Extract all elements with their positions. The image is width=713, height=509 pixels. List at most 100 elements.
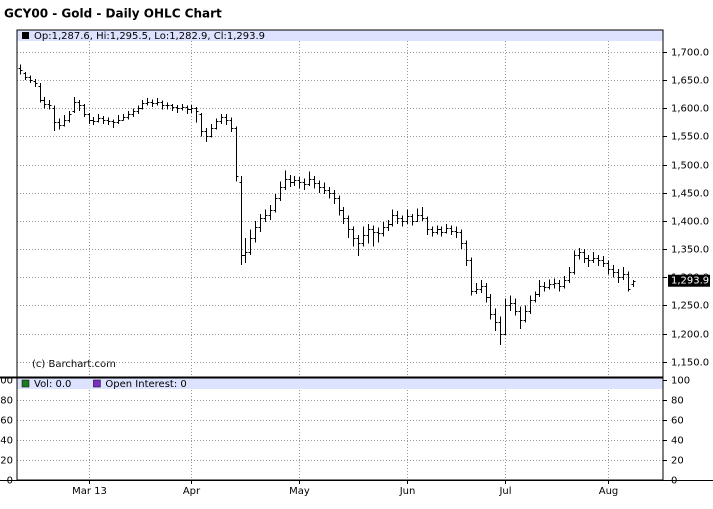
ohlc-bar [268,205,273,220]
ohlc-bar [547,279,552,290]
ohlc-bar [454,226,459,238]
ohlc-bar [126,111,131,120]
ohlc-bar [204,128,209,143]
y-tick-label: 1,600.0 [671,104,709,115]
ohlc-bar [591,251,596,264]
ohlc-bar [121,113,126,121]
y-tick-label: 1,650.0 [671,76,709,87]
ohlc-bar [616,268,621,283]
ohlc-bar [528,295,533,314]
ohlc-bar [567,267,572,283]
ohlc-bar [145,98,150,106]
ohlc-bar [18,64,23,75]
ohlc-bar [542,281,547,292]
ohlc-bar [322,182,327,194]
ohlc-bar [552,278,557,289]
ohlc-bar [219,113,224,125]
ohlc-bar [155,98,160,106]
price-header [17,30,663,41]
ohlc-bar [91,116,96,126]
ohlc-bar [430,226,435,237]
ohlc-bar [327,187,332,199]
ohlc-bar [395,210,400,224]
ohlc-bar [459,229,464,250]
ohlc-bar [371,225,376,247]
y-tick-label: 1,550.0 [671,132,709,143]
ohlc-bar [533,291,538,303]
plot-layer: Mar 13 Apr May Jun Jul Aug 1,150.0 1,200.0 1,250… [0,41,710,497]
ohlc-bar [28,75,33,83]
ohlc-bar [77,99,82,112]
chart-title: GCY00 - Gold - Daily OHLC Chart [4,7,222,21]
x-tick-label: Apr [183,486,201,497]
ohlc-bar [273,193,278,213]
y-tick-label: 1,200.0 [671,330,709,341]
y-tick-label: 1,450.0 [671,189,709,200]
y-tick-label: 60 [671,416,684,427]
ohlc-bar [57,118,62,130]
ohlc-bar [341,206,346,224]
ohlc-bar [229,117,234,132]
y-tick-label-left: 80 [0,396,13,407]
x-tick-label: Jul [498,486,511,497]
ohlc-bar [621,267,626,281]
ohlc-bar [464,240,469,267]
ohlc-bar [67,111,72,123]
y-tick-label-left: 100 [0,376,13,387]
ohlc-bar [189,104,194,113]
ohlc-bar [278,181,283,202]
ohlc-bar [116,115,121,125]
ohlc-bar [493,308,498,331]
ohlc-bar [410,214,415,226]
y-tick-label: 1,350.0 [671,245,709,256]
last-price-box [668,274,710,287]
ohlc-bar [415,208,420,223]
ohlc-bar [488,294,493,320]
ohlc-bar [185,105,190,114]
ohlc-bar [351,226,356,247]
ohlc-bar [449,225,454,236]
ohlc-bar [194,107,199,123]
ohlc-bar [498,316,503,345]
ohlc-bar [513,298,518,316]
ohlc-bar [111,119,116,129]
ohlc-bar [136,105,141,114]
ohlc-bar [557,280,562,292]
y-tick-label: 1,250.0 [671,301,709,312]
ohlc-bar [381,222,386,237]
ohlc-bar [258,214,263,233]
y-tick-label: 1,150.0 [671,358,709,369]
ohlc-bar [400,215,405,227]
ohlc-bar [390,209,395,227]
ohlc-bar [361,226,366,247]
legend-swatch [93,379,101,388]
ohlc-bar [224,113,229,126]
ohlc-bar [253,220,258,243]
ohlc-bar [332,189,337,205]
ohlc-bar [586,254,591,268]
ohlc-bar [337,195,342,216]
ohlc-bar [518,306,523,330]
ohlc-bar [42,97,47,109]
ohlc-bar [435,225,440,235]
ohlc-bar [386,219,391,232]
ohlc-bar [52,105,57,131]
ohlc-bar [537,280,542,298]
ohlc-bar [582,249,587,264]
y-tick-label-left: 60 [0,416,13,427]
legend-text: Op:1,287.6, Hi:1,295.5, Lo:1,282.9, Cl:1… [34,31,265,42]
ohlc-bar [62,115,67,127]
ohlc-bar [150,99,155,108]
volume-frame [16,377,664,481]
ohlc-bar [508,295,513,312]
ohlc-bar [101,116,106,125]
ohlc-bar [23,72,28,81]
ohlc-bar [140,99,145,110]
legend-label: Vol: 0.0 [34,379,71,390]
ohlc-bar [596,254,601,267]
ohlc-bar [376,227,381,243]
x-tick-label: Jun [399,486,416,497]
ohlc-bar [33,79,38,87]
ohlc-bar [38,82,43,103]
